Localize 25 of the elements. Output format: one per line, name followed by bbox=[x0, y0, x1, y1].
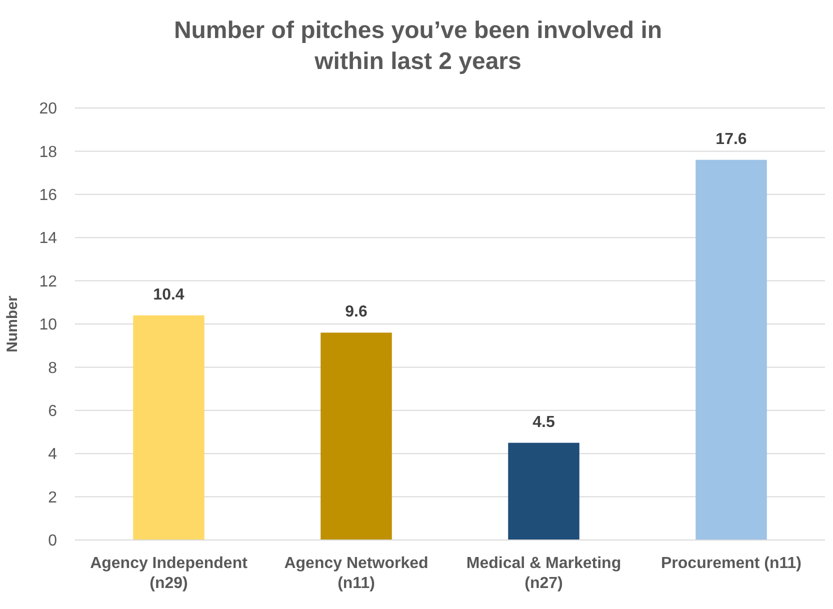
y-tick-label: 12 bbox=[39, 273, 58, 290]
y-tick-label: 10 bbox=[39, 316, 58, 334]
y-tick-label: 8 bbox=[48, 360, 58, 377]
bar bbox=[320, 332, 392, 540]
bar bbox=[508, 442, 580, 540]
x-tick-label: Agency Networked (n11) bbox=[284, 555, 428, 592]
y-axis-title: Number bbox=[4, 296, 21, 352]
y-tick-label: 16 bbox=[39, 187, 58, 204]
data-label: 9.6 bbox=[345, 304, 368, 321]
y-tick-label: 14 bbox=[39, 230, 58, 248]
x-tick-label: Agency Independent (n29) bbox=[90, 555, 248, 592]
y-tick-label: 20 bbox=[39, 100, 58, 118]
x-tick-label: Medical & Marketing (n27) bbox=[466, 555, 622, 592]
y-tick-label: 2 bbox=[48, 489, 58, 506]
bar bbox=[133, 315, 204, 540]
bar bbox=[696, 160, 767, 540]
y-tick-label: 6 bbox=[48, 403, 58, 420]
data-label: 4.5 bbox=[532, 414, 555, 431]
data-label: 17.6 bbox=[716, 130, 747, 148]
x-tick-label: Procurement (n11) bbox=[661, 555, 802, 572]
y-tick-label: 0 bbox=[48, 532, 58, 550]
chart-title: Number of pitches you’ve been involved in within last 2 years bbox=[174, 17, 662, 75]
y-tick-label: 18 bbox=[39, 144, 58, 161]
y-tick-label: 4 bbox=[48, 446, 58, 464]
data-label: 10.4 bbox=[153, 286, 184, 304]
